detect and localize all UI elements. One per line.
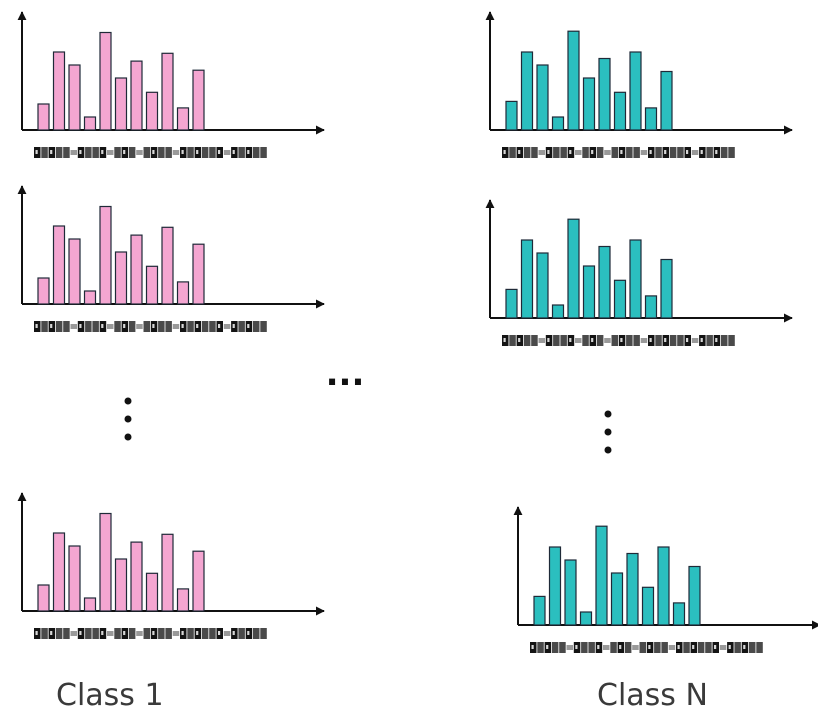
histogram-bar [192, 69, 205, 131]
histogram-bar [536, 64, 549, 131]
vertical-ellipsis-left [124, 397, 132, 441]
codeword-thumbnail-strip [34, 628, 267, 639]
histogram-bar [533, 595, 546, 626]
histogram-bar [130, 234, 143, 305]
class-n-label: Class N [597, 678, 708, 713]
histogram-bar [660, 70, 673, 131]
histogram-bar [37, 103, 50, 131]
codeword-thumbnail-strip [34, 147, 267, 158]
histogram-bar [145, 572, 159, 612]
horizontal-ellipsis: ... [326, 354, 365, 394]
histogram-bar [626, 552, 639, 626]
histogram-bar [161, 52, 174, 131]
histogram-bar [99, 512, 112, 612]
histogram-bar [595, 525, 608, 626]
histogram-bar [68, 64, 81, 131]
histogram-bar [613, 279, 627, 319]
codeword-thumbnail-strip [502, 147, 735, 158]
histogram-bar [99, 31, 112, 131]
histogram-bar [579, 611, 593, 626]
histogram-bar [598, 57, 611, 131]
histogram-bar [176, 281, 190, 305]
histogram-bar [145, 265, 159, 305]
histogram-bar [52, 532, 66, 612]
histogram-bar [551, 304, 565, 319]
codeword-thumbnail-strip [530, 642, 763, 653]
histogram-bar [505, 100, 518, 131]
histogram-bar [83, 290, 97, 305]
histogram-bar [644, 107, 658, 131]
histogram-bar [564, 559, 577, 626]
histogram-bar [130, 60, 143, 131]
histogram-bar [145, 91, 159, 131]
histogram-bar [582, 265, 596, 319]
histogram-bar [176, 107, 190, 131]
histogram-bar [99, 205, 112, 305]
histogram-bar [520, 239, 534, 319]
histogram-bar [52, 51, 66, 131]
histogram-3 [17, 492, 325, 639]
codeword-thumbnail-strip [34, 321, 267, 332]
histogram-bar [567, 30, 580, 131]
codeword-thumbnail-strip [502, 335, 735, 346]
histogram-group [17, 11, 818, 653]
histogram-bar [37, 584, 50, 612]
histogram-bar [688, 565, 701, 626]
histogram-bar [641, 586, 655, 626]
histogram-bar [68, 238, 81, 305]
histogram-bar [548, 546, 562, 626]
histogram-bar [161, 226, 174, 305]
histogram-bar [672, 602, 686, 626]
histogram-bar [176, 588, 190, 612]
histogram-bar [161, 533, 174, 612]
histogram-bar [660, 258, 673, 319]
histogram-bar [582, 77, 596, 131]
histogram-bar [192, 243, 205, 305]
histogram-bar [536, 252, 549, 319]
histogram-6 [513, 506, 818, 653]
vertical-ellipsis-right [604, 410, 612, 454]
histogram-bar [598, 245, 611, 319]
histogram-bar [629, 51, 642, 131]
histogram-bar [610, 572, 624, 626]
histogram-bar [114, 77, 128, 131]
histogram-1 [17, 11, 325, 158]
histogram-bar [613, 91, 627, 131]
histogram-bar [52, 225, 66, 305]
class-1-label: Class 1 [56, 678, 164, 713]
histogram-2 [17, 185, 325, 332]
histogram-bar [505, 288, 518, 319]
histogram-bar [567, 218, 580, 319]
histogram-5 [485, 199, 793, 346]
histogram-bar [37, 277, 50, 305]
histogram-bar [114, 251, 128, 305]
histogram-bar [520, 51, 534, 131]
histogram-4 [485, 11, 793, 158]
histogram-bar [83, 597, 97, 612]
histogram-bar [114, 558, 128, 612]
histogram-bar [657, 546, 670, 626]
histogram-bar [644, 295, 658, 319]
histogram-bar [629, 239, 642, 319]
histogram-bar [68, 545, 81, 612]
histogram-bar [83, 116, 97, 131]
histogram-bar [192, 550, 205, 612]
histogram-bar [551, 116, 565, 131]
histogram-bar [130, 541, 143, 612]
